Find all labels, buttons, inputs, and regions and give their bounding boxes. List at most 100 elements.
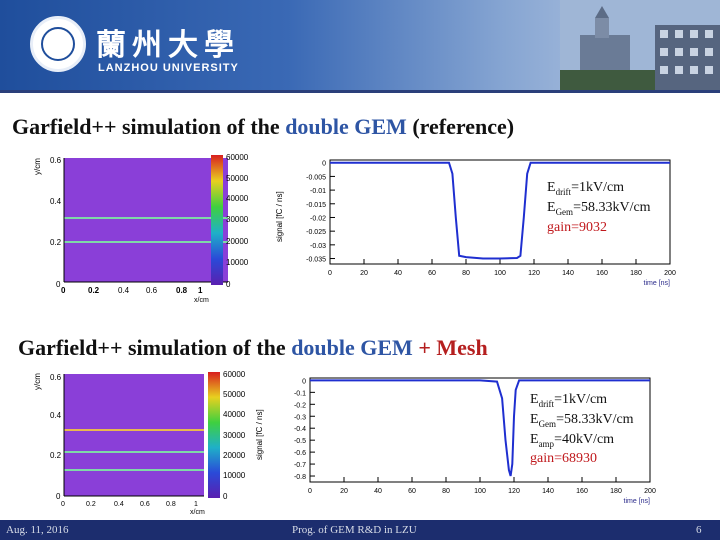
signal-xtick: 40 [374,488,382,495]
field-ztick: 20000 [226,237,249,246]
signal-xtick: 60 [408,488,416,495]
edrift-label: Edrift=1kV/cm [530,392,608,409]
header-rule [0,90,720,93]
signal-xtick: 180 [630,270,642,277]
eamp-label: Eamp=40kV/cm [530,431,615,449]
signal-xtick: 120 [508,488,520,495]
signal-ytick: -0.1 [294,390,306,397]
signal-xtick: 0 [308,488,312,495]
field-xtick: 0.6 [146,286,158,295]
signal-xtick: 140 [542,488,554,495]
campus-building-image [560,0,720,90]
gain-label: gain=68930 [530,451,597,467]
title-suffix: (reference) [406,114,515,139]
university-name-en: LANZHOU UNIVERSITY [98,62,239,74]
field-xtick: 1 [198,286,203,295]
signal-xtick: 200 [664,270,676,277]
field-xtick: 1 [194,501,198,508]
signal-ytick: -0.7 [294,462,306,469]
field-ztick: 0 [223,492,228,501]
university-logo [30,16,86,72]
signal-ytick: -0.02 [310,215,326,222]
field-ztick: 40000 [226,194,249,203]
signal-ytick: -0.6 [294,450,306,457]
field-ytick: 0.2 [50,451,62,460]
signal-ytick: -0.5 [294,438,306,445]
signal-xtick: 80 [462,270,470,277]
signal-xtick: 160 [596,270,608,277]
title-highlight: double GEM [291,335,413,360]
signal-ytick: -0.8 [294,474,306,481]
signal-ytick: 0 [322,161,326,168]
footer-date: Aug. 11, 2016 [6,524,69,536]
signal-xtick: 100 [474,488,486,495]
field-ztick: 50000 [226,174,249,183]
field-xtick: 0 [61,501,65,508]
title-highlight: double GEM [285,114,407,139]
field-xlabel: x/cm [190,509,205,516]
field-ytick: 0.6 [50,373,62,382]
signal-ylabel: signal [fC / ns] [275,191,284,242]
signal-xtick: 180 [610,488,622,495]
field-ytick: 0 [56,492,61,501]
field-ytick: 0.6 [50,156,62,165]
page-number: 6 [696,524,702,536]
field-xtick: 0.8 [176,286,188,295]
gain-label: gain=9032 [547,219,607,235]
plot-frame [309,377,651,483]
plot-frame [329,159,671,265]
field-ytick: 0.4 [50,411,62,420]
title-text: Garfield++ simulation of the [12,114,286,139]
signal-ytick: -0.035 [306,257,326,264]
field-ztick: 10000 [223,471,246,480]
field-ytick: 0 [56,280,61,289]
signal-ytick: -0.03 [310,243,326,250]
field-map-ylabel: y/cm [33,373,42,390]
signal-ytick: -0.2 [294,402,306,409]
signal-xtick: 80 [442,488,450,495]
signal-xtick: 60 [428,270,436,277]
signal-ytick: -0.005 [306,174,326,181]
field-ztick: 40000 [223,410,246,419]
section1-title: Garfield++ simulation of the double GEM … [12,114,514,140]
signal-plot-1: signal [fC / ns] 0 -0.005 -0.01 -0.015 -0.02 -… [275,159,676,287]
signal-xtick: 40 [394,270,402,277]
field-xtick: 0.6 [140,501,150,508]
field-xtick: 0.8 [166,501,176,508]
field-ztick: 30000 [226,215,249,224]
section2-title: Garfield++ simulation of the double GEM … [18,335,488,361]
signal-series-line [310,379,650,477]
egem-label: EGem=58.33kV/cm [530,411,634,429]
signal-ytick: -0.025 [306,229,326,236]
signal-xlabel: time [ns] [624,498,651,505]
field-xtick: 0 [61,286,66,295]
signal-ylabel: signal [fC / ns] [255,409,264,460]
footer-title: Prog. of GEM R&D in LZU [292,524,417,536]
signal-ytick: -0.4 [294,426,306,433]
university-name-cn: 蘭州大學 [96,28,240,63]
signal-series-line [330,161,670,260]
signal-plot-2: signal [fC / ns] 0 -0.1 -0.2 -0.3 -0.4 -0.5 -0.… [255,377,656,505]
field-ztick: 60000 [226,153,249,162]
egem-label: EGem=58.33kV/cm [547,199,651,217]
field-ztick: 30000 [223,431,246,440]
title-text: Garfield++ simulation of the [18,335,292,360]
field-map-ylabel: y/cm [33,158,42,175]
field-xtick: 0.2 [86,501,96,508]
field-xtick: 0.4 [114,501,124,508]
field-xlabel: x/cm [194,297,209,304]
field-ztick: 60000 [223,370,246,379]
field-map-plot-2: y/cm 0.6 0.4 0.2 0 0 0.2 0.4 0.6 0.8 1 x… [33,370,246,516]
signal-xtick: 20 [340,488,348,495]
signal-ytick: 0 [302,378,306,385]
field-map-plot-1: y/cm 0.6 0.4 0.2 0 0 0.2 0.4 0.6 0.8 1 x… [33,153,249,304]
signal-xtick: 200 [644,488,656,495]
signal-xtick: 120 [528,270,540,277]
signal-xtick: 140 [562,270,574,277]
title-suffix: + Mesh [412,335,488,360]
signal-xtick: 160 [576,488,588,495]
signal-xtick: 20 [360,270,368,277]
signal-ytick: -0.01 [310,188,326,195]
edrift-label: Edrift=1kV/cm [547,180,625,197]
